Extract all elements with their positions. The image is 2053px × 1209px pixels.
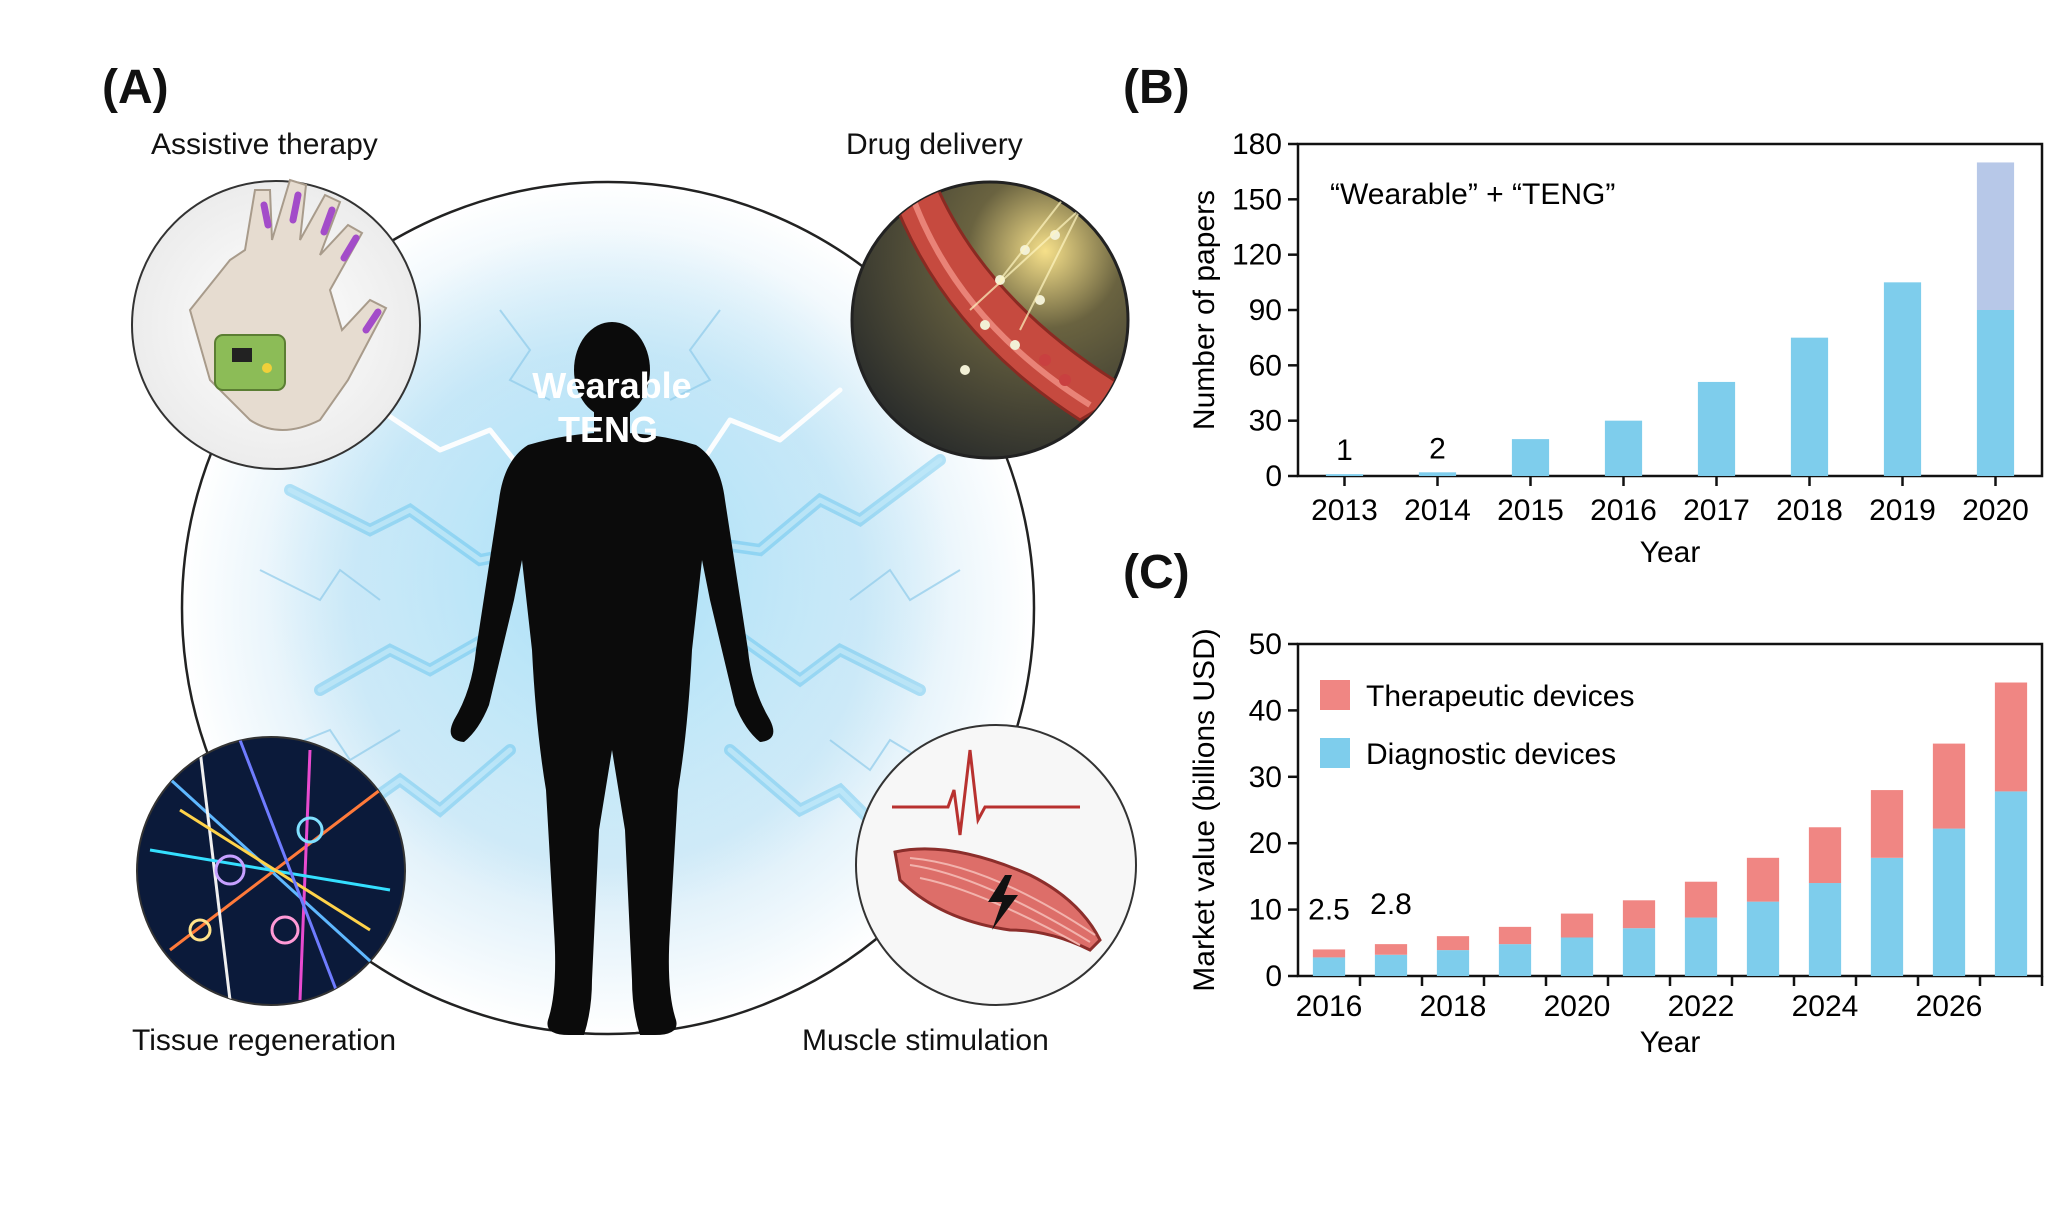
panel-a-letter: (A)	[102, 61, 169, 114]
bar	[1976, 310, 2015, 476]
papers-bar-chart: 0 30 60 90 120 150 180 2013 2014 2015 2016 2017 2018…	[1188, 128, 2044, 569]
tissue-fibers-icon	[136, 736, 406, 1006]
y-tick-label: 20	[1249, 827, 1282, 860]
x-tick-label: 2016	[1296, 990, 1363, 1023]
bar	[1498, 926, 1532, 945]
blood-vessel-icon	[850, 180, 1130, 460]
robotic-hand-icon	[131, 178, 421, 470]
legend-label: Therapeutic devices	[1366, 680, 1634, 713]
y-tick-label: 50	[1249, 628, 1282, 661]
data-label: 2.8	[1370, 888, 1412, 921]
y-tick-label: 60	[1249, 349, 1282, 382]
x-tick-label: 2020	[1544, 990, 1611, 1023]
chart-annotation: “Wearable” + “TENG”	[1330, 178, 1615, 211]
y-tick-label: 180	[1232, 128, 1282, 161]
bar	[1312, 957, 1346, 976]
bar	[1746, 901, 1780, 976]
x-tick-label: 2013	[1311, 494, 1378, 527]
center-label-line2: TENG	[558, 409, 658, 450]
y-tick-label: 150	[1232, 183, 1282, 216]
panel-a-illustration: Wearable TENG	[131, 178, 1137, 1036]
x-tick-label: 2024	[1792, 990, 1859, 1023]
center-label-line1: Wearable	[532, 365, 691, 406]
x-tick-label: 2018	[1776, 494, 1843, 527]
bar	[1325, 474, 1364, 476]
y-tick-label: 30	[1249, 761, 1282, 794]
data-label: 1	[1336, 434, 1353, 467]
bar	[1374, 954, 1408, 976]
label-assistive-therapy: Assistive therapy	[151, 128, 378, 161]
bar	[1560, 913, 1594, 938]
bar	[1622, 900, 1656, 929]
bar	[1808, 883, 1842, 976]
x-tick-label: 2017	[1683, 494, 1750, 527]
bar	[1560, 937, 1594, 976]
y-tick-label: 30	[1249, 405, 1282, 438]
panel-b-letter: (B)	[1123, 61, 1190, 114]
bar	[1498, 944, 1532, 976]
data-label: 2	[1429, 432, 1446, 465]
x-tick-label: 2019	[1869, 494, 1936, 527]
bar	[1622, 928, 1656, 976]
bar	[1994, 791, 2028, 976]
label-muscle-stimulation: Muscle stimulation	[802, 1024, 1049, 1057]
muscle-pulse-icon	[855, 724, 1137, 1006]
y-tick-label: 120	[1232, 239, 1282, 272]
bar	[1684, 917, 1718, 976]
bar	[1604, 420, 1643, 476]
x-axis-label: Year	[1640, 536, 1701, 569]
x-tick-label: 2016	[1590, 494, 1657, 527]
bar	[1790, 337, 1829, 476]
bar	[1511, 439, 1550, 476]
y-tick-label: 40	[1249, 694, 1282, 727]
x-tick-label: 2015	[1497, 494, 1564, 527]
bar	[1932, 743, 1966, 829]
legend-swatch	[1320, 738, 1350, 768]
x-tick-label: 2026	[1916, 990, 1983, 1023]
bar	[1418, 472, 1457, 476]
data-label: 2.5	[1308, 893, 1350, 926]
bar	[1883, 282, 1922, 476]
bar	[1684, 881, 1718, 918]
x-tick-label: 2020	[1962, 494, 2029, 527]
x-axis-label: Year	[1640, 1026, 1701, 1059]
bar	[1932, 828, 1966, 976]
bar	[1870, 790, 1904, 858]
bar	[1746, 857, 1780, 902]
y-tick-label: 10	[1249, 894, 1282, 927]
legend-label: Diagnostic devices	[1366, 738, 1616, 771]
panel-c-letter: (C)	[1123, 546, 1190, 599]
y-tick-label: 0	[1265, 960, 1282, 993]
y-axis-label: Number of papers	[1188, 190, 1221, 430]
x-tick-label: 2014	[1404, 494, 1471, 527]
label-drug-delivery: Drug delivery	[846, 128, 1023, 161]
bar	[1312, 949, 1346, 958]
bar	[1976, 162, 2015, 310]
bar	[1870, 857, 1904, 976]
bar	[1436, 950, 1470, 976]
x-tick-label: 2018	[1420, 990, 1487, 1023]
y-tick-label: 90	[1249, 294, 1282, 327]
bar	[1374, 944, 1408, 955]
bar	[1808, 827, 1842, 884]
x-tick-label: 2022	[1668, 990, 1735, 1023]
y-tick-label: 0	[1265, 460, 1282, 493]
market-value-chart: 0 10 20 30 40 50 2016 2018 2020 2022 2024 2026 2.5 2.…	[1188, 628, 2044, 1059]
bar	[1436, 936, 1470, 951]
human-silhouette	[450, 322, 774, 1035]
label-tissue-regeneration: Tissue regeneration	[132, 1024, 397, 1057]
legend-swatch	[1320, 680, 1350, 710]
y-axis-label: Market value (billions USD)	[1188, 628, 1221, 991]
bar	[1994, 682, 2028, 792]
bar	[1697, 381, 1736, 476]
